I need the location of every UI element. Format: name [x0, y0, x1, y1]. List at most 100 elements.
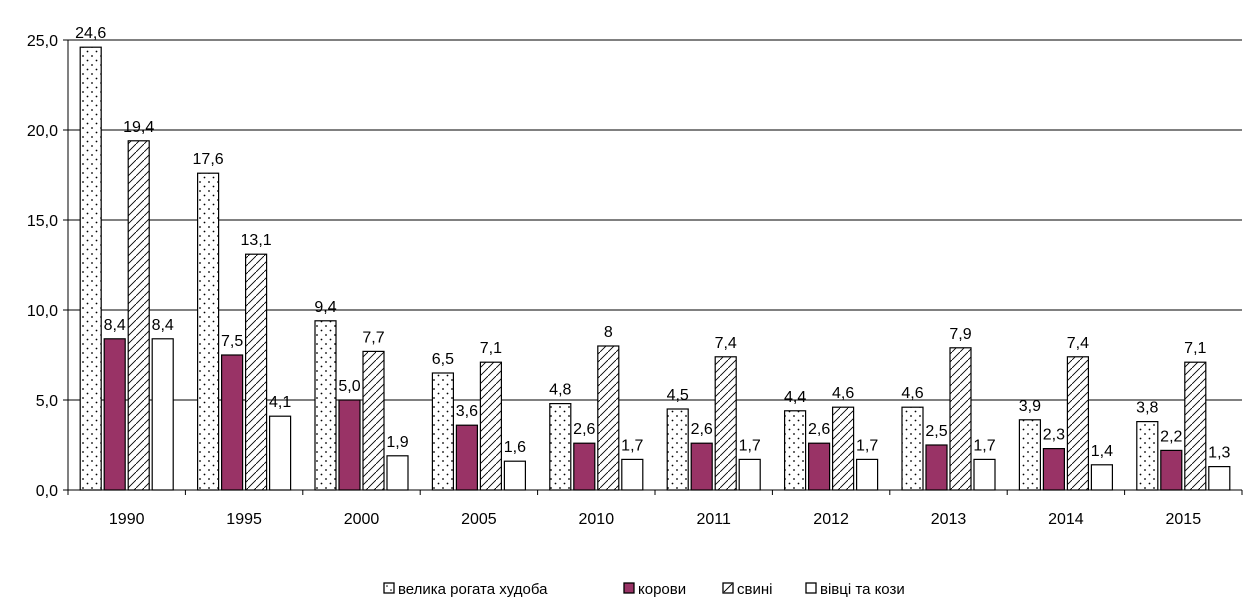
legend-label-3: свині	[737, 581, 772, 598]
data-label: 2,2	[1160, 428, 1182, 445]
bar-3-2000	[362, 350, 385, 491]
bar-3-2010	[597, 345, 620, 491]
data-label: 8,4	[152, 317, 174, 334]
bar-3-2014	[1066, 356, 1090, 491]
legend-swatch-4	[805, 582, 817, 594]
legend-swatch-2	[623, 582, 635, 594]
data-label: 3,9	[1019, 398, 1041, 415]
x-tick-label: 2015	[1166, 511, 1202, 528]
bar-1-2012	[783, 410, 807, 491]
data-label: 1,7	[621, 437, 643, 454]
x-tick-label: 2012	[813, 511, 849, 528]
data-label: 1,7	[856, 437, 878, 454]
data-label: 8	[604, 324, 613, 341]
bar-2-1995	[221, 354, 244, 491]
y-tick-label: 25,0	[27, 33, 58, 50]
data-label: 8,4	[104, 317, 126, 334]
bar-1-2015	[1136, 421, 1159, 491]
data-label: 2,6	[691, 421, 713, 438]
legend-hatch	[723, 583, 733, 593]
data-label: 2,6	[808, 421, 830, 438]
data-label: 17,6	[193, 151, 224, 168]
bar-4-2015	[1208, 466, 1231, 491]
x-tick-label: 2014	[1048, 511, 1084, 528]
bar-2-2015	[1160, 449, 1183, 491]
data-label: 4,4	[784, 389, 806, 406]
bar-1-2010	[549, 403, 572, 491]
data-label: 2,3	[1043, 427, 1065, 444]
data-label: 4,6	[832, 385, 854, 402]
data-label: 3,6	[456, 403, 478, 420]
data-label: 7,9	[949, 326, 971, 343]
bar-1-2000	[314, 320, 337, 491]
bar-2-2013	[925, 444, 948, 491]
data-label: 1,6	[504, 439, 526, 456]
bar-1-1990	[79, 46, 102, 491]
bar-4-2000	[386, 455, 409, 491]
x-tick-label: 2005	[461, 511, 497, 528]
bar-1-2014	[1018, 419, 1042, 491]
data-label: 7,5	[221, 333, 243, 350]
data-labels: 24,6 8,4 19,4 8,4 17,6 7,5 13,1 4,1 9,4 5,0 7,7 1,9…	[75, 25, 1230, 461]
data-label: 6,5	[432, 351, 454, 368]
data-label: 1,4	[1091, 443, 1113, 460]
data-label: 4,8	[549, 382, 571, 399]
y-tick-label: 0,0	[36, 483, 58, 500]
y-tick-label: 20,0	[27, 123, 58, 140]
data-label: 7,7	[362, 329, 384, 346]
bar-3-2005	[479, 361, 502, 491]
legend-swatch-1	[383, 582, 395, 594]
data-label: 13,1	[241, 232, 272, 249]
bar-4-2005	[503, 460, 526, 491]
bar-3-2013	[949, 347, 972, 491]
legend-label-1: велика рогата худоба	[398, 581, 548, 598]
bar-2-2012	[807, 442, 831, 491]
data-label: 3,8	[1136, 400, 1158, 417]
data-label: 2,6	[573, 421, 595, 438]
data-label: 5,0	[338, 378, 360, 395]
y-tick-label: 5,0	[36, 393, 58, 410]
bar-4-1995	[269, 415, 292, 491]
bar-1-2013	[901, 406, 924, 491]
legend-label-2: корови	[638, 581, 686, 598]
data-label: 19,4	[123, 119, 154, 136]
bar-4-2014	[1090, 464, 1114, 491]
data-label: 1,3	[1208, 445, 1230, 462]
bar-4-2012	[855, 458, 879, 491]
bar-1-2011	[666, 408, 689, 491]
bar-2-2014	[1042, 448, 1066, 491]
data-label: 1,9	[386, 434, 408, 451]
bar-4-1990	[151, 338, 174, 491]
legend-label-4: вівці та кози	[820, 581, 905, 598]
data-label: 1,7	[973, 437, 995, 454]
bar-4-2011	[738, 458, 761, 491]
y-tick-label: 15,0	[27, 213, 58, 230]
data-label: 4,5	[667, 387, 689, 404]
bar-2-1990	[103, 338, 126, 491]
data-label: 4,6	[901, 385, 923, 402]
x-tick-label: 2000	[344, 511, 380, 528]
bar-2-2011	[690, 442, 713, 491]
data-label: 1,7	[739, 437, 761, 454]
bar-3-2012	[831, 406, 855, 491]
data-label: 9,4	[314, 299, 336, 316]
bar-4-2013	[973, 458, 996, 491]
data-label: 24,6	[75, 25, 106, 42]
x-tick-label: 2013	[931, 511, 967, 528]
data-label: 4,1	[269, 394, 291, 411]
x-tick-label: 1995	[226, 511, 262, 528]
data-label: 7,1	[480, 340, 502, 357]
legend-dot	[390, 589, 392, 591]
legend-dot	[386, 585, 388, 587]
x-tick-label: 2010	[579, 511, 615, 528]
bar-3-1995	[245, 253, 268, 491]
data-label: 7,4	[1067, 335, 1089, 352]
bar-2-2005	[455, 424, 478, 491]
data-label: 7,1	[1184, 340, 1206, 357]
x-tick-label: 2011	[696, 511, 731, 528]
data-label: 7,4	[715, 335, 737, 352]
bar-1-1995	[197, 172, 220, 491]
legend: велика рогата худоба корови свині вівці та …	[383, 581, 905, 598]
bar-2-2000	[338, 399, 361, 491]
